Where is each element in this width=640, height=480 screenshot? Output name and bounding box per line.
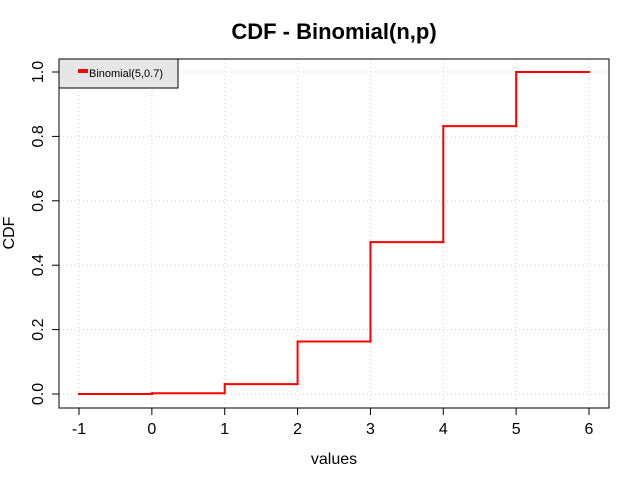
series-binomial (78, 71, 590, 395)
grid (59, 59, 609, 408)
x-axis: -1 0 1 2 3 4 5 6 (72, 408, 594, 438)
x-axis-label: values (311, 451, 357, 468)
legend-swatch (78, 69, 88, 73)
x-tick-label: 2 (293, 421, 302, 438)
legend-box (58, 58, 179, 89)
y-tick-label: 0.2 (30, 318, 47, 340)
x-tick-label: 1 (220, 421, 229, 438)
plot-frame (58, 58, 610, 409)
chart-title: CDF - Binomial(n,p) (231, 19, 436, 44)
x-tick-label: 5 (512, 421, 521, 438)
legend: Binomial(5,0.7) (58, 58, 179, 89)
y-tick-label: 0.4 (30, 254, 47, 276)
x-tick-label: 0 (147, 421, 156, 438)
x-tick-label: 3 (366, 421, 375, 438)
legend-label: Binomial(5,0.7) (89, 68, 163, 80)
y-tick-label: 1.0 (30, 61, 47, 83)
y-axis-label: CDF (1, 216, 18, 249)
y-tick-label: 0.8 (30, 125, 47, 147)
y-tick-label: 0.0 (30, 383, 47, 405)
plot-series (78, 71, 590, 395)
x-tick-label: -1 (72, 421, 86, 438)
x-tick-label: 4 (439, 421, 448, 438)
x-tick-label: 6 (585, 421, 594, 438)
y-axis: 0.0 0.2 0.4 0.6 0.8 1.0 (30, 61, 59, 405)
y-tick-label: 0.6 (30, 190, 47, 212)
